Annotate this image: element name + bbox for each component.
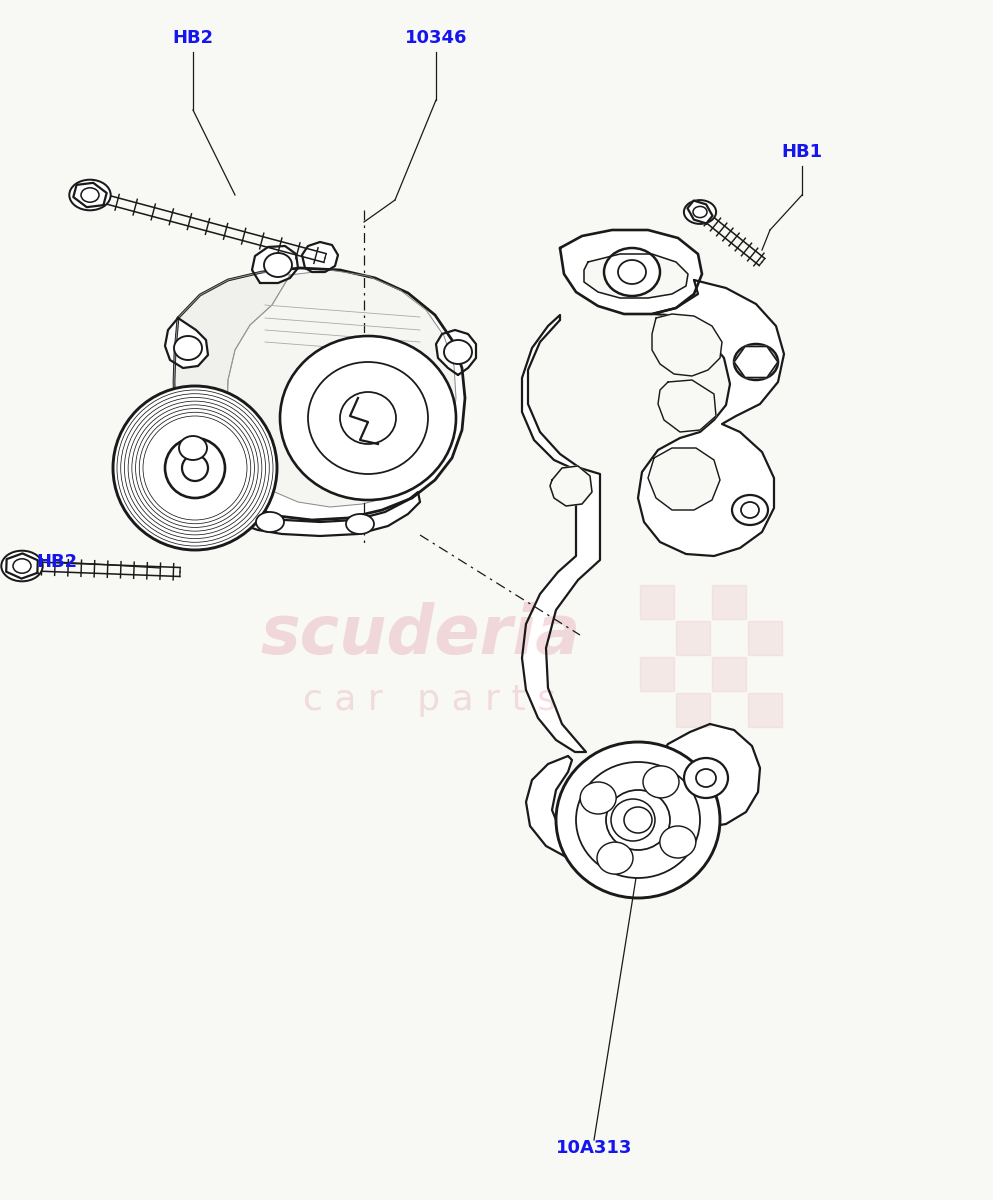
Ellipse shape [444,340,472,364]
Ellipse shape [113,386,277,550]
Polygon shape [436,330,476,374]
Ellipse shape [606,790,670,850]
Ellipse shape [308,362,428,474]
Ellipse shape [741,502,759,518]
Ellipse shape [696,769,716,787]
Polygon shape [522,314,600,752]
Ellipse shape [624,806,652,833]
Text: 10A313: 10A313 [556,1139,633,1157]
Polygon shape [550,466,592,506]
Ellipse shape [182,455,208,481]
Ellipse shape [684,758,728,798]
Ellipse shape [174,336,202,360]
Polygon shape [652,724,760,828]
Polygon shape [174,272,290,490]
Text: HB2: HB2 [173,29,213,47]
Ellipse shape [604,248,660,296]
Polygon shape [526,756,666,864]
Ellipse shape [179,436,207,460]
Ellipse shape [693,206,707,217]
Polygon shape [218,492,420,536]
Ellipse shape [264,253,292,277]
Ellipse shape [165,438,225,498]
Text: c a r   p a r t s: c a r p a r t s [304,683,556,716]
Ellipse shape [580,782,617,814]
Text: HB1: HB1 [781,143,822,161]
Ellipse shape [618,260,646,284]
Ellipse shape [576,762,700,878]
Polygon shape [302,242,338,272]
Polygon shape [584,254,688,298]
Text: scuderia: scuderia [260,602,580,668]
Bar [640,584,674,619]
Ellipse shape [684,200,716,224]
Text: HB2: HB2 [37,553,77,571]
Ellipse shape [734,344,778,380]
Bar [640,658,674,691]
Ellipse shape [340,392,396,444]
Ellipse shape [346,514,374,534]
Ellipse shape [256,512,284,532]
Polygon shape [163,415,218,470]
Polygon shape [6,553,38,578]
Ellipse shape [1,551,43,581]
Bar [748,622,782,655]
Text: 10346: 10346 [405,29,468,47]
Ellipse shape [556,742,720,898]
Polygon shape [648,448,720,510]
Polygon shape [227,270,456,506]
Polygon shape [174,268,465,520]
Bar [676,622,710,655]
Ellipse shape [597,842,633,874]
Polygon shape [687,200,713,223]
Bar [712,658,746,691]
Bar [676,692,710,727]
Ellipse shape [643,766,679,798]
Polygon shape [658,380,716,432]
Bar [712,584,746,619]
Bar [748,692,782,727]
Ellipse shape [744,352,768,372]
Polygon shape [638,280,784,556]
Polygon shape [652,314,722,376]
Polygon shape [734,347,778,378]
Ellipse shape [280,336,456,500]
Polygon shape [560,230,702,314]
Ellipse shape [70,180,110,210]
Ellipse shape [81,187,99,202]
Polygon shape [73,182,106,208]
Ellipse shape [13,559,31,574]
Polygon shape [252,246,298,283]
Polygon shape [165,318,208,368]
Ellipse shape [732,494,768,526]
Ellipse shape [659,826,696,858]
